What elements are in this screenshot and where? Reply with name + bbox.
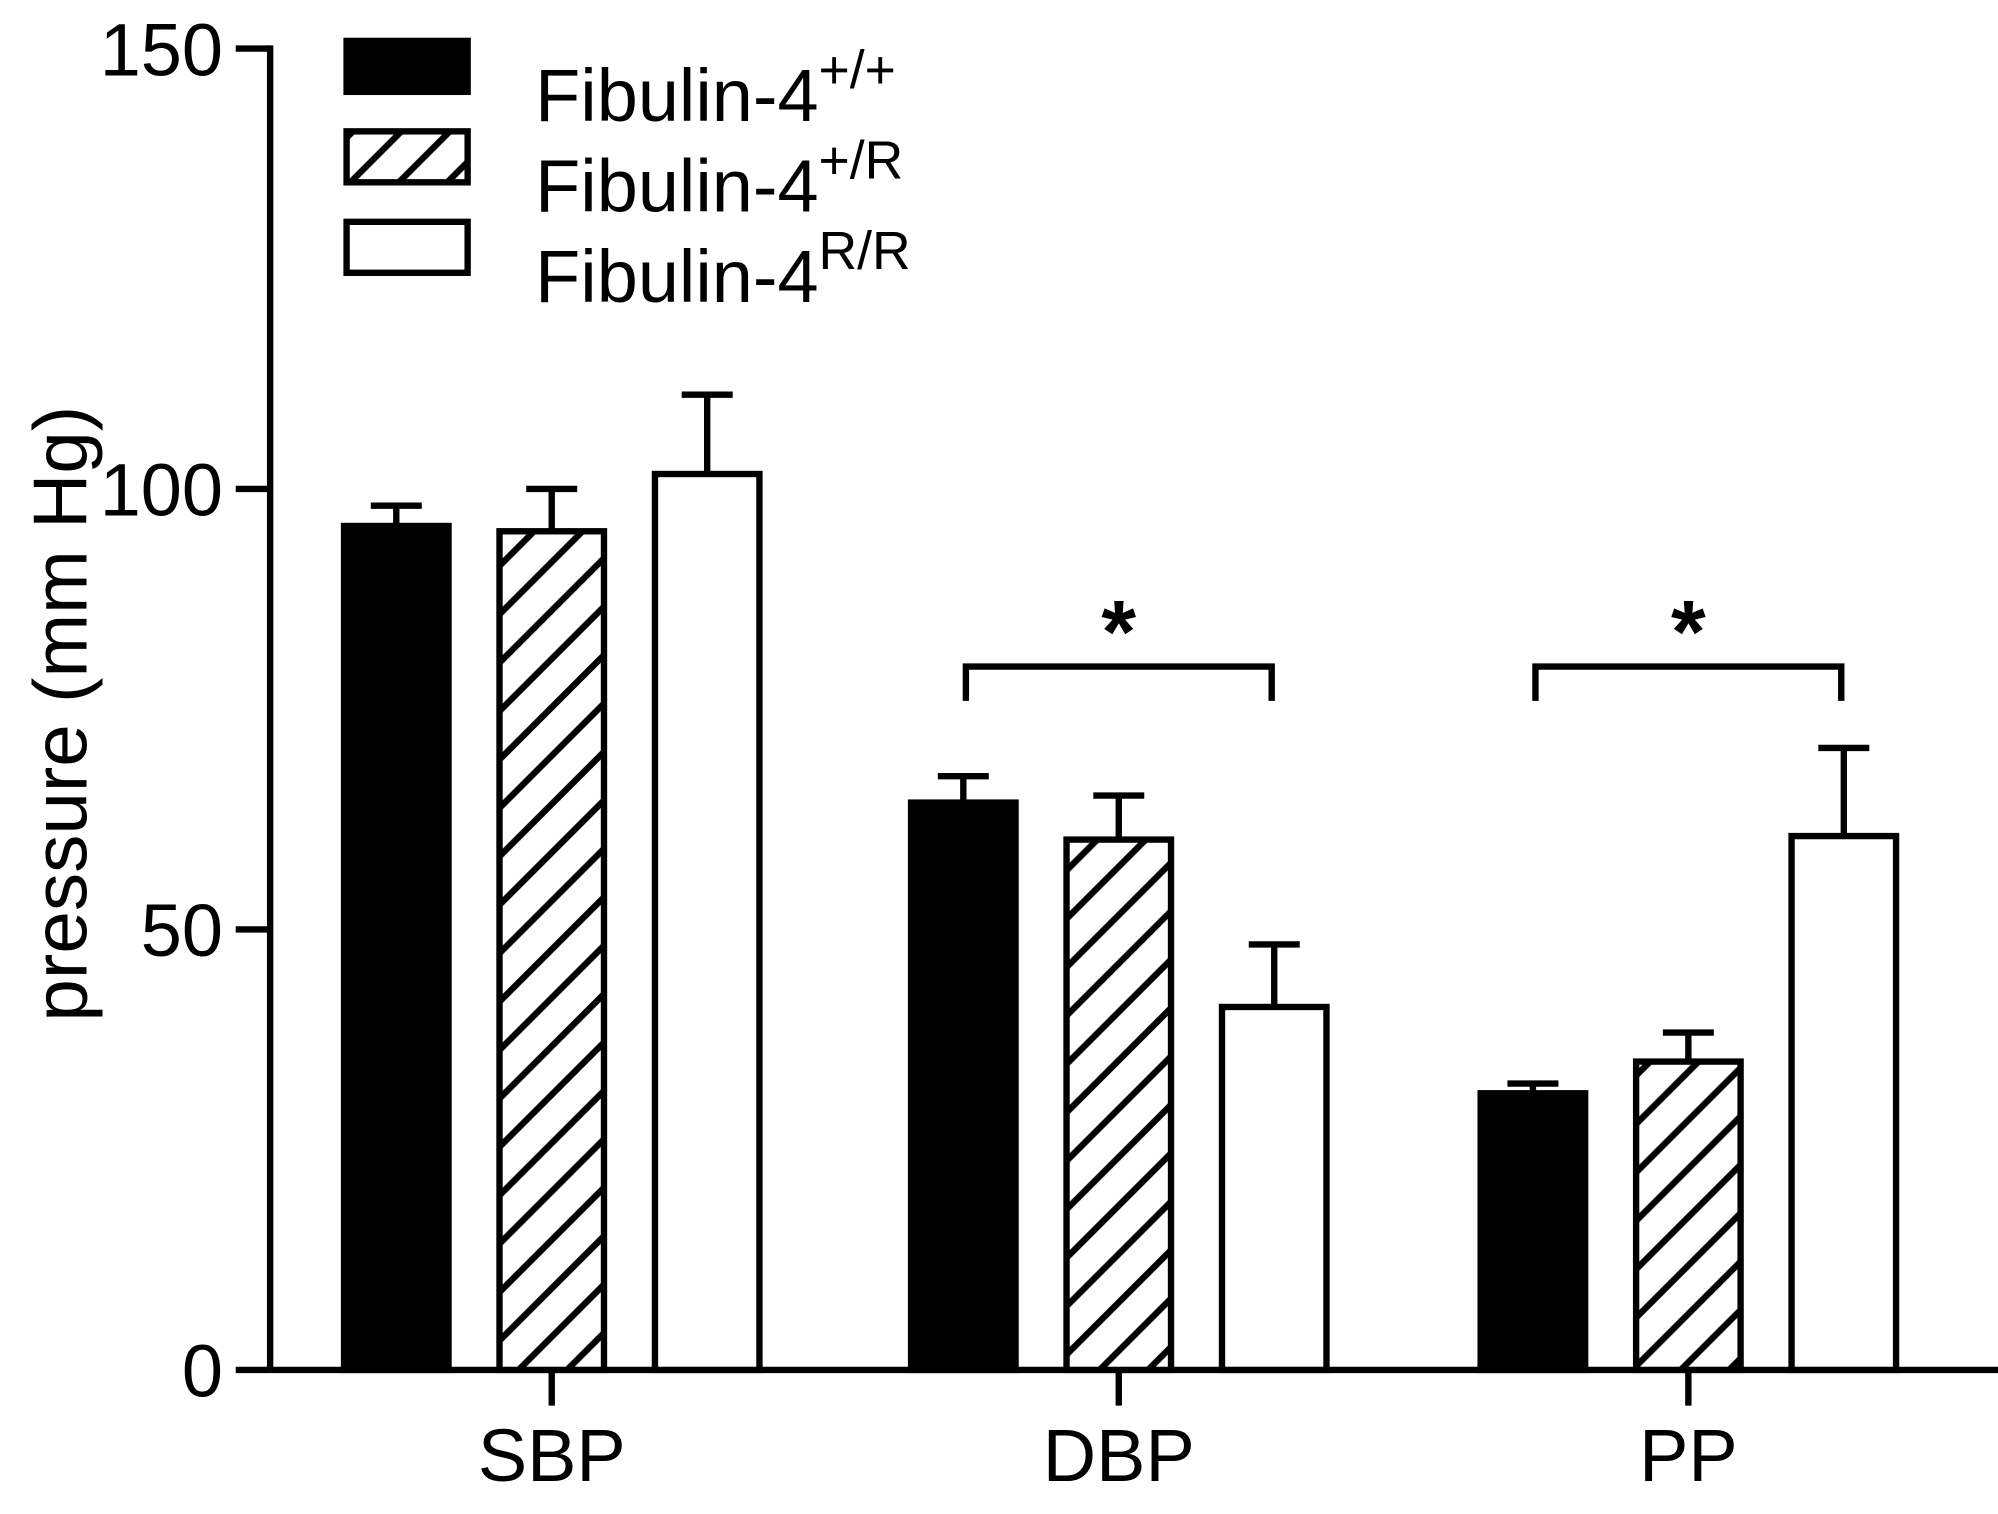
y-tick-label: 0 xyxy=(182,1330,223,1413)
significance-bracket xyxy=(962,663,1275,701)
legend-label-genotype: R/R xyxy=(819,222,911,281)
significance-star: * xyxy=(1671,582,1706,682)
significance-bracket xyxy=(1532,663,1845,701)
x-tick-label: DBP xyxy=(1043,1414,1195,1497)
y-tick-label: 150 xyxy=(100,8,223,91)
bar-dbp-0 xyxy=(907,799,1019,1374)
y-tick-label: 100 xyxy=(100,449,223,532)
bar-pp-1 xyxy=(1632,1058,1744,1374)
x-tick-label: PP xyxy=(1639,1414,1738,1497)
bar-sbp-1 xyxy=(496,528,608,1374)
legend-swatch xyxy=(343,218,471,276)
legend-swatch xyxy=(343,128,471,186)
bar-sbp-0 xyxy=(340,522,452,1374)
legend-label-name: Fibulin-4 xyxy=(535,235,818,318)
significance-star: * xyxy=(1101,582,1136,682)
y-tick-label: 50 xyxy=(141,889,223,972)
bar-pp-0 xyxy=(1477,1090,1589,1374)
x-tick-label: SBP xyxy=(478,1414,626,1497)
bars: * * xyxy=(340,391,1900,1374)
legend-label: Fibulin-4+/+ xyxy=(535,41,896,137)
legend-label-name: Fibulin-4 xyxy=(535,145,818,228)
legend-label-genotype: +/R xyxy=(819,131,904,190)
legend-label-name: Fibulin-4 xyxy=(535,54,818,137)
legend-label-genotype: +/+ xyxy=(819,41,896,100)
bar-dbp-1 xyxy=(1063,836,1175,1374)
bar-dbp-2 xyxy=(1218,1003,1330,1374)
legend-label: Fibulin-4R/R xyxy=(535,222,911,318)
y-axis-label: pressure (mm Hg) xyxy=(19,406,104,1022)
bar-sbp-2 xyxy=(651,470,763,1374)
legend-label: Fibulin-4+/R xyxy=(535,131,903,227)
legend-swatch xyxy=(343,37,471,96)
bar-pp-2 xyxy=(1788,832,1900,1374)
